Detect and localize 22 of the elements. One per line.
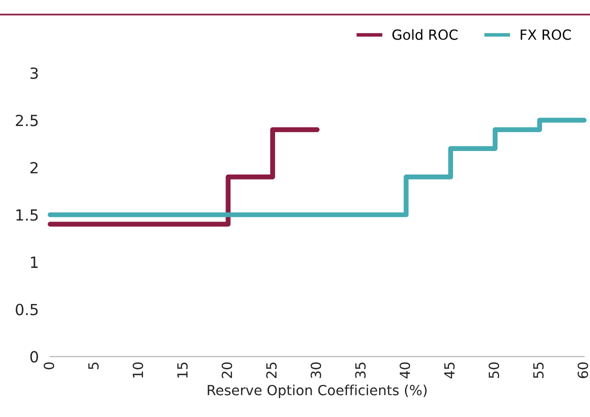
- x-tick-label: 10: [132, 362, 144, 378]
- x-tick-label: 15: [177, 362, 188, 378]
- x-tick-label: 35: [355, 362, 366, 378]
- x-tick-label: 50: [488, 362, 500, 378]
- x-tick-label: 30: [310, 362, 322, 378]
- y-tick-label: 2: [30, 162, 38, 174]
- legend-label: Gold ROC: [392, 29, 458, 40]
- x-tick-label: 0: [44, 362, 54, 370]
- x-tick-label: 45: [444, 362, 455, 378]
- y-tick-label: 3: [30, 67, 38, 79]
- x-tick-label: 40: [400, 362, 410, 378]
- y-tick-label: 2.5: [16, 114, 38, 126]
- x-tick-label: 60: [578, 362, 588, 378]
- x-axis-title: Reserve Option Coefficients (%): [208, 384, 427, 398]
- x-tick-label: 5: [88, 362, 99, 370]
- y-tick-label: 1.5: [16, 209, 38, 221]
- y-tick-label: 0.5: [16, 304, 38, 316]
- x-tick-label: 25: [266, 362, 277, 378]
- x-tick-label: 55: [533, 362, 544, 378]
- legend-label: FX ROC: [520, 29, 571, 40]
- y-tick-label: 1: [30, 256, 38, 268]
- x-tick-label: 20: [222, 362, 232, 378]
